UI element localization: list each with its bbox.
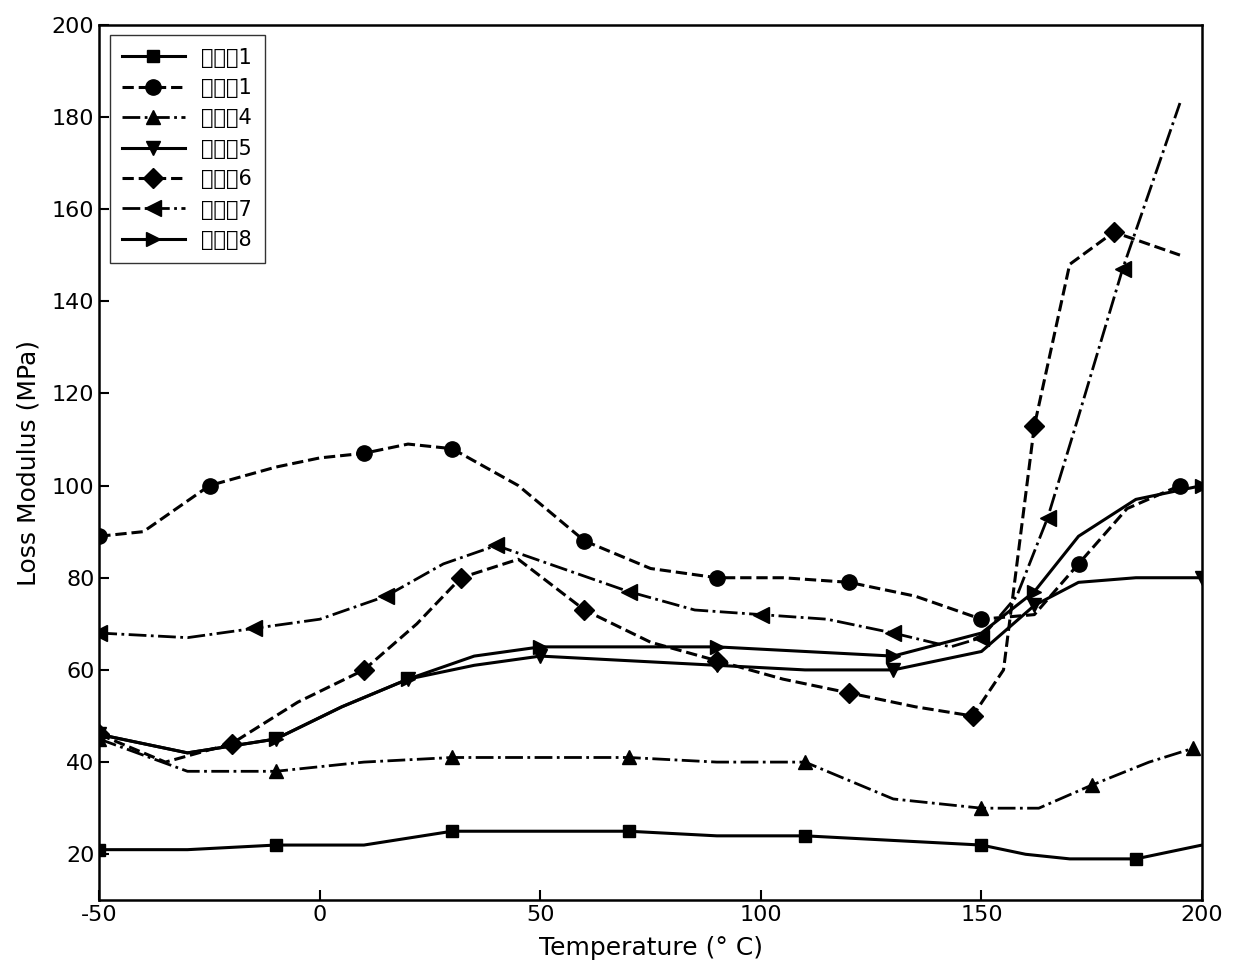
Y-axis label: Loss Modulus (MPa): Loss Modulus (MPa) <box>16 340 41 585</box>
X-axis label: Temperature (° C): Temperature (° C) <box>538 936 763 960</box>
Legend: 比较例1, 实施例1, 比较例4, 比较例5, 比较例6, 比较例7, 比较例8: 比较例1, 实施例1, 比较例4, 比较例5, 比较例6, 比较例7, 比较例8 <box>109 35 264 263</box>
